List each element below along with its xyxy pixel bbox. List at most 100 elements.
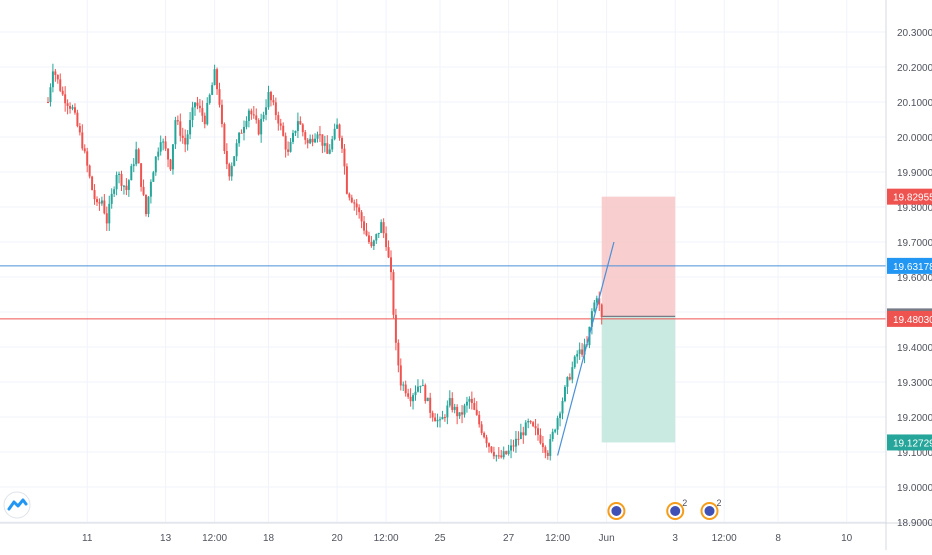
candle-body — [534, 426, 537, 429]
candle — [137, 147, 140, 164]
candle-body — [434, 417, 437, 422]
candle — [220, 99, 223, 128]
candle — [304, 130, 307, 145]
candle — [363, 215, 366, 235]
candle — [118, 171, 121, 184]
candle — [463, 403, 466, 418]
candle-body — [355, 203, 358, 208]
time-axis[interactable]: 11 13 12:00 18 20 12:00 25 27 12:00 Jun 3 12:00 8 10 — [82, 533, 853, 544]
trendline[interactable] — [557, 241, 615, 456]
candle-body — [59, 79, 62, 91]
candle-body — [387, 247, 390, 258]
candle-body — [296, 121, 299, 131]
price-label-text: 19.12729 — [893, 438, 932, 449]
event-marker[interactable] — [607, 502, 626, 520]
candle-body — [583, 344, 586, 355]
candle — [380, 219, 383, 234]
candle — [365, 222, 368, 237]
candle-body — [392, 272, 395, 315]
event-flag-icon — [704, 506, 715, 516]
candle — [328, 144, 331, 155]
candle — [296, 112, 299, 139]
candle — [532, 421, 535, 428]
candle — [333, 123, 336, 141]
event-count: 2 — [717, 498, 722, 508]
candle-body — [309, 138, 312, 144]
candle-body — [331, 139, 334, 150]
candle — [100, 196, 103, 206]
event-marker[interactable]: 2 — [666, 498, 687, 520]
candle — [135, 141, 138, 167]
candle-body — [162, 141, 165, 143]
candle — [233, 156, 236, 167]
candle — [122, 184, 125, 195]
candle-body — [341, 137, 343, 149]
candle — [113, 186, 116, 198]
candle-body — [105, 213, 108, 224]
candle-body — [230, 165, 233, 177]
candle-body — [549, 439, 552, 456]
candle-body — [581, 349, 584, 355]
candle-body — [110, 193, 113, 204]
event-marker[interactable]: 2 — [700, 498, 722, 520]
candle-body — [78, 126, 81, 133]
take-profit-zone[interactable] — [601, 316, 676, 443]
price-tick-label: 20.20000 — [897, 63, 932, 74]
candle-body — [453, 406, 456, 410]
candle-body — [76, 112, 79, 127]
candle — [140, 163, 143, 192]
candle-body — [563, 386, 566, 402]
candle — [64, 86, 67, 112]
candle — [194, 101, 196, 116]
candle — [402, 381, 405, 391]
candle — [385, 226, 388, 251]
candle-body — [510, 445, 513, 451]
candle-body — [593, 302, 596, 312]
candle — [517, 431, 520, 446]
candle-body — [485, 437, 488, 444]
candle-body — [176, 120, 179, 122]
candle — [348, 192, 351, 201]
horizontal-lines[interactable] — [0, 265, 886, 320]
candle — [541, 435, 544, 453]
candle-body — [394, 314, 397, 343]
candle-body — [429, 397, 432, 413]
candle — [473, 397, 476, 411]
trendline-group[interactable] — [557, 241, 615, 456]
candle-body — [282, 125, 285, 136]
candle-body — [164, 141, 167, 149]
time-tick-label: 12:00 — [545, 533, 570, 544]
candle — [186, 130, 189, 151]
candle — [409, 388, 412, 407]
candle-body — [130, 166, 133, 181]
price-axis[interactable]: 20.30000 20.20000 20.10000 20.00000 19.90000… — [897, 28, 932, 529]
candle — [414, 385, 417, 401]
candle-body — [451, 398, 454, 410]
stop-loss-zone[interactable] — [601, 196, 676, 317]
candle — [240, 129, 243, 134]
candle-body — [517, 438, 520, 440]
candle — [318, 125, 321, 142]
candle — [554, 428, 557, 434]
candle-body — [125, 185, 128, 190]
time-tick-label: 12:00 — [202, 533, 227, 544]
price-tick-label: 20.10000 — [897, 98, 932, 109]
candle-body — [137, 149, 140, 164]
long-short-position-tool[interactable] — [601, 196, 676, 443]
candle — [284, 132, 287, 158]
candle-body — [201, 108, 204, 116]
price-label-bg — [887, 257, 932, 274]
candle — [238, 131, 241, 147]
candle — [593, 299, 596, 313]
candle-body — [404, 384, 407, 394]
candle-body — [235, 143, 238, 157]
candle-body — [184, 137, 187, 145]
candle — [83, 144, 86, 154]
candle — [279, 118, 282, 131]
tradingview-logo-icon[interactable] — [3, 491, 31, 519]
time-tick-label: Jun — [599, 533, 615, 544]
